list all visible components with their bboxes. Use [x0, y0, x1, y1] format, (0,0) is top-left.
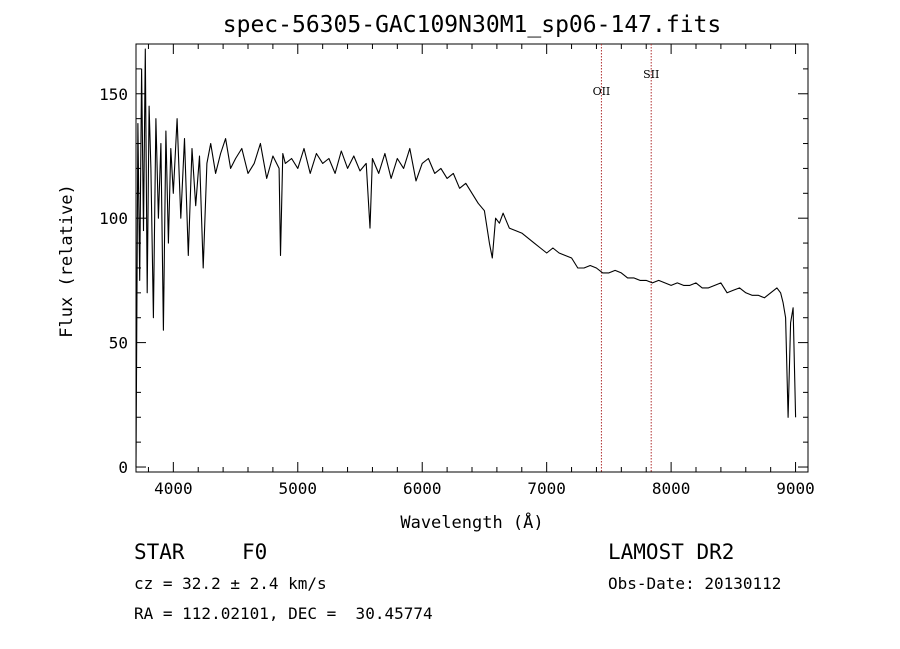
spectrum-line [135, 48, 797, 468]
line-marker-label: OII [593, 85, 611, 98]
x-tick-label: 9000 [776, 479, 815, 498]
survey-name: LAMOST DR2 [608, 540, 735, 564]
redshift-value: cz = 32.2 ± 2.4 km/s [134, 574, 327, 593]
x-tick-label: 6000 [403, 479, 442, 498]
y-tick-label: 150 [99, 85, 128, 104]
line-marker-label: SII [643, 68, 659, 81]
plot-area: 4000 5000 6000 7000 8000 9000 0 50 100 150 OII SII [99, 43, 815, 498]
y-tick-label: 50 [109, 334, 128, 353]
plot-frame [135, 43, 809, 473]
x-tick-label: 4000 [154, 479, 193, 498]
x-tick-label: 8000 [652, 479, 691, 498]
x-axis-label: Wavelength (Å) [400, 511, 543, 533]
object-class: STAR [134, 540, 185, 564]
y-tick-label: 100 [99, 209, 128, 228]
x-tick-label: 7000 [527, 479, 566, 498]
coordinates: RA = 112.02101, DEC = 30.45774 [134, 604, 433, 623]
y-axis-label: Flux (relative) [57, 184, 77, 338]
x-tick-label: 5000 [279, 479, 318, 498]
object-subclass: F0 [242, 540, 268, 564]
observation-date: Obs-Date: 20130112 [608, 574, 782, 593]
chart-title: spec-56305-GAC109N30M1_sp06-147.fits [223, 12, 722, 38]
y-tick-label: 0 [118, 458, 128, 477]
